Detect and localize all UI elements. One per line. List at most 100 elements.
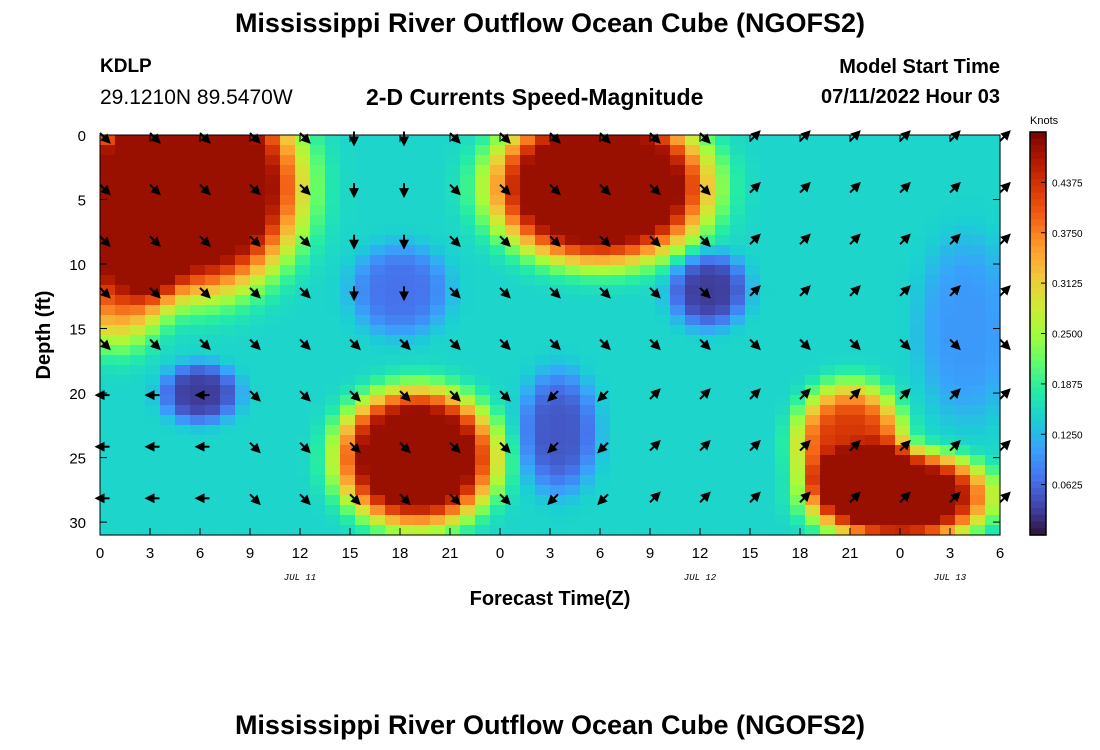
heatmap-cell xyxy=(445,405,461,416)
heatmap-cell xyxy=(910,265,926,276)
heatmap-cell xyxy=(220,405,236,416)
heatmap-cell xyxy=(925,435,941,446)
heatmap-cell xyxy=(265,395,281,406)
heatmap-cell xyxy=(730,205,746,216)
heatmap-cell xyxy=(250,305,266,316)
heatmap-cell xyxy=(775,475,791,486)
heatmap-cell xyxy=(370,385,386,396)
heatmap-cell xyxy=(775,525,791,536)
heatmap-cell xyxy=(175,365,191,376)
heatmap-cell xyxy=(610,415,626,426)
heatmap-cell xyxy=(235,305,251,316)
heatmap-cell xyxy=(280,425,296,436)
heatmap-cell xyxy=(550,435,566,446)
heatmap-cell xyxy=(985,425,1001,436)
heatmap-cell xyxy=(340,135,356,146)
heatmap-cell xyxy=(145,195,161,206)
heatmap-cell xyxy=(985,435,1001,446)
heatmap-cell xyxy=(400,245,416,256)
heatmap-cell xyxy=(565,395,581,406)
heatmap-cell xyxy=(400,425,416,436)
heatmap-cell xyxy=(445,385,461,396)
heatmap-cell xyxy=(220,165,236,176)
heatmap-cell xyxy=(355,425,371,436)
heatmap-cell xyxy=(235,425,251,436)
heatmap-cell xyxy=(235,205,251,216)
heatmap-cell xyxy=(340,315,356,326)
heatmap-cell xyxy=(235,335,251,346)
heatmap-cell xyxy=(475,385,491,396)
heatmap-cell xyxy=(205,525,221,536)
heatmap-cell xyxy=(940,375,956,386)
heatmap-cell xyxy=(880,395,896,406)
heatmap-cell xyxy=(535,335,551,346)
current-arrow xyxy=(849,338,861,351)
heatmap-cell xyxy=(385,235,401,246)
heatmap-cell xyxy=(100,225,116,236)
heatmap-cell xyxy=(190,345,206,356)
current-arrow xyxy=(799,388,811,400)
heatmap-cell xyxy=(865,155,881,166)
heatmap-cell xyxy=(310,365,326,376)
heatmap-cell xyxy=(745,425,761,436)
heatmap-cell xyxy=(985,485,1001,496)
heatmap-cell xyxy=(280,175,296,186)
heatmap-cell xyxy=(340,435,356,446)
current-arrow xyxy=(799,181,811,194)
heatmap-cell xyxy=(925,325,941,336)
heatmap-cell xyxy=(430,235,446,246)
heatmap-cell xyxy=(625,165,641,176)
heatmap-cell xyxy=(280,135,296,146)
heatmap-cell xyxy=(355,395,371,406)
heatmap-cell xyxy=(355,185,371,196)
heatmap-cell xyxy=(160,145,176,156)
heatmap-cell xyxy=(760,395,776,406)
heatmap-cell xyxy=(670,245,686,256)
heatmap-cell xyxy=(520,225,536,236)
heatmap-cell xyxy=(820,485,836,496)
heatmap-cell xyxy=(670,255,686,266)
heatmap-cell xyxy=(280,195,296,206)
heatmap-cell xyxy=(790,285,806,296)
heatmap-cell xyxy=(565,495,581,506)
heatmap-cell xyxy=(235,275,251,286)
heatmap-cell xyxy=(520,415,536,426)
heatmap-cell xyxy=(760,175,776,186)
heatmap-cell xyxy=(880,475,896,486)
heatmap-cell xyxy=(100,195,116,206)
heatmap-cell xyxy=(565,435,581,446)
heatmap-cell xyxy=(310,505,326,516)
heatmap-cell xyxy=(640,185,656,196)
colorbar-swatch xyxy=(1030,427,1046,435)
heatmap-cell xyxy=(535,215,551,226)
heatmap-cell xyxy=(985,155,1001,166)
station-id: KDLP xyxy=(100,56,152,77)
heatmap-cell xyxy=(745,165,761,176)
heatmap-cell xyxy=(925,145,941,156)
x-tick-label: 9 xyxy=(246,545,254,562)
heatmap-cell xyxy=(175,415,191,426)
heatmap-cell xyxy=(280,475,296,486)
heatmap-cell xyxy=(775,195,791,206)
current-arrow xyxy=(499,390,511,402)
heatmap-cell xyxy=(130,195,146,206)
heatmap-cell xyxy=(235,195,251,206)
heatmap-cell xyxy=(805,505,821,516)
heatmap-cell xyxy=(250,525,266,536)
heatmap-cell xyxy=(190,375,206,386)
heatmap-cell xyxy=(775,225,791,236)
heatmap-cell xyxy=(910,385,926,396)
heatmap-cell xyxy=(130,205,146,216)
heatmap-cell xyxy=(265,425,281,436)
heatmap-cell xyxy=(565,415,581,426)
heatmap-cell xyxy=(850,215,866,226)
current-arrow xyxy=(899,338,911,351)
heatmap-cell xyxy=(325,215,341,226)
heatmap-cell xyxy=(520,525,536,536)
heatmap-cell xyxy=(115,505,131,516)
heatmap-cell xyxy=(805,475,821,486)
heatmap-cell xyxy=(685,165,701,176)
heatmap-cell xyxy=(385,465,401,476)
heatmap-cell xyxy=(400,285,416,296)
heatmap-cell xyxy=(985,245,1001,256)
